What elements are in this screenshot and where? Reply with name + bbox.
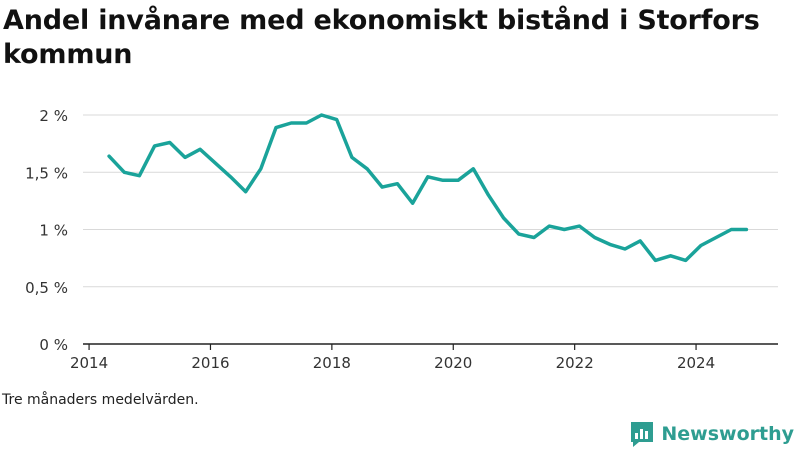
x-tick-label: 2022 bbox=[556, 354, 594, 372]
brand-logo[interactable]: Newsworthy bbox=[629, 419, 794, 449]
chart-title: Andel invånare med ekonomiskt bistånd i … bbox=[3, 5, 760, 70]
x-axis: 2014 2016 2018 2020 2022 2024 bbox=[70, 343, 778, 372]
x-tick-label: 2020 bbox=[434, 354, 472, 372]
x-tick-label: 2018 bbox=[313, 354, 351, 372]
y-tick-label: 2 % bbox=[39, 107, 68, 125]
x-tick-label: 2024 bbox=[677, 354, 715, 372]
chart-logo-icon bbox=[631, 422, 654, 447]
y-tick-label: 0,5 % bbox=[25, 279, 68, 297]
x-tick-label: 2014 bbox=[70, 354, 108, 372]
y-tick-label: 0 % bbox=[39, 336, 68, 354]
y-tick-label: 1 % bbox=[39, 222, 68, 240]
chart-footnote: Tre månaders medelvärden. bbox=[2, 392, 199, 408]
brand-name: Newsworthy bbox=[661, 423, 794, 445]
series-layer bbox=[107, 113, 749, 263]
gridlines bbox=[83, 114, 778, 288]
x-tick-label: 2016 bbox=[191, 354, 229, 372]
series-line bbox=[107, 113, 749, 263]
y-axis-labels: 0 % 0,5 % 1 % 1,5 % 2 % bbox=[25, 107, 68, 354]
y-tick-label: 1,5 % bbox=[25, 164, 68, 182]
